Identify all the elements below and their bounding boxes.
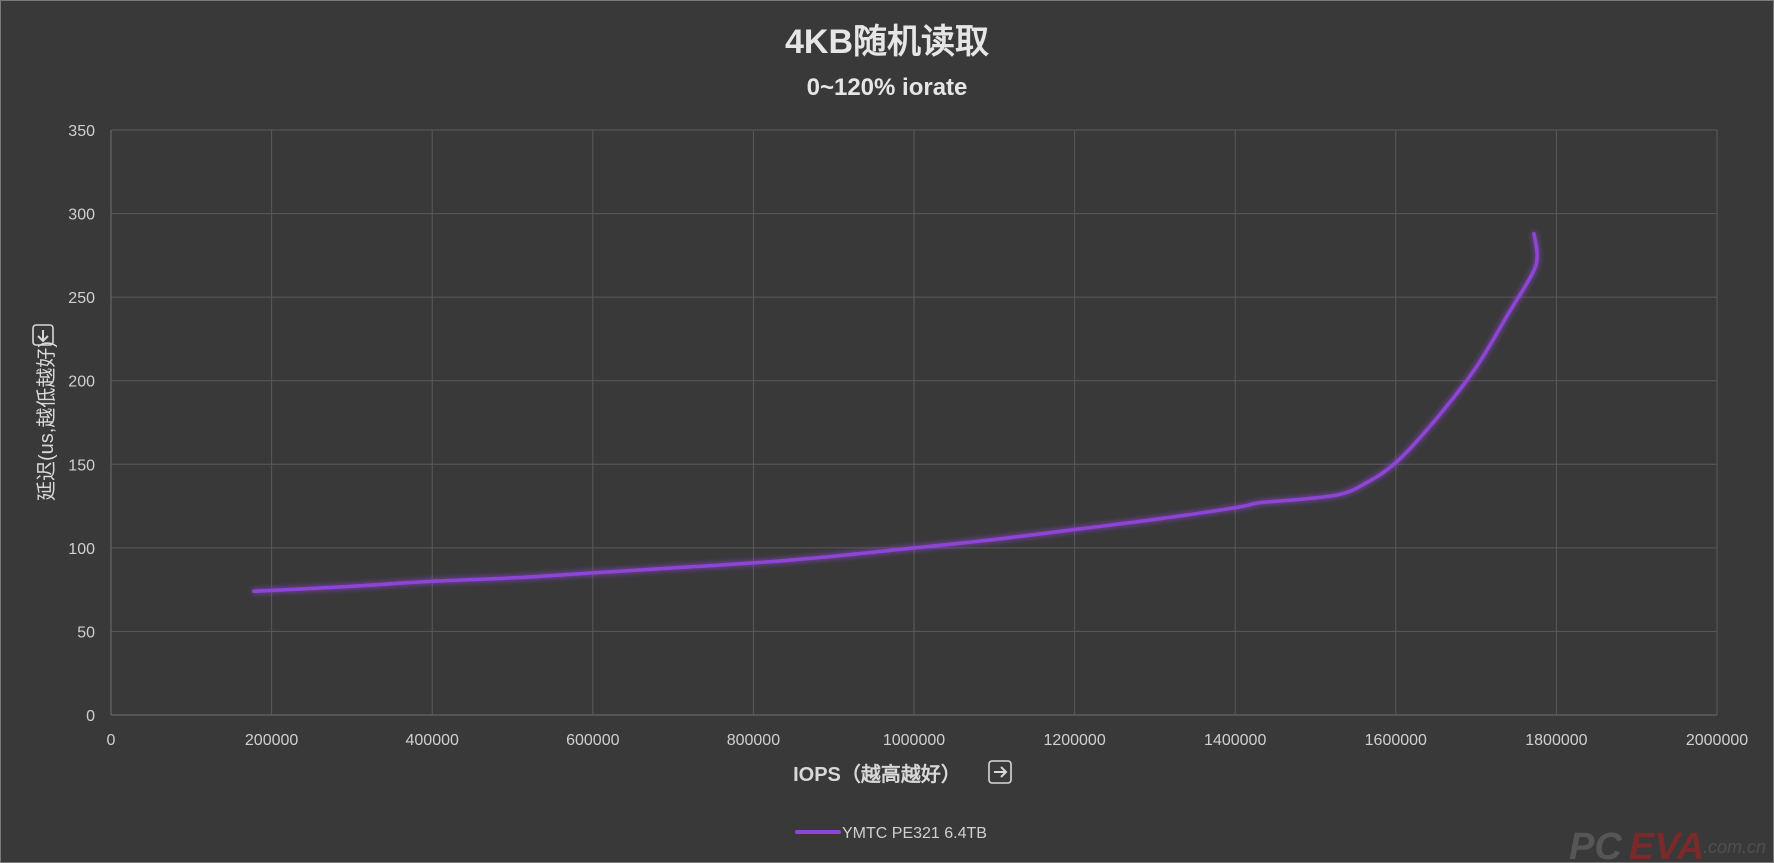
watermark-part3: .com.cn (1703, 837, 1766, 857)
right-arrow-icon (988, 760, 1012, 784)
y-tick-label: 250 (68, 290, 95, 307)
x-tick-label: 1000000 (883, 732, 945, 749)
x-axis-title: IOPS（越高越好） (793, 762, 961, 786)
y-tick-label: 300 (68, 207, 95, 224)
x-tick-label: 800000 (727, 732, 780, 749)
watermark-part2: EVA (1629, 826, 1704, 862)
x-tick-label: 1400000 (1204, 732, 1266, 749)
chart-title: 4KB随机读取 (785, 23, 989, 61)
grid-lines (110, 129, 1718, 716)
series-line (252, 231, 1539, 594)
x-tick-label: 600000 (566, 732, 619, 749)
y-tick-label: 200 (68, 374, 95, 391)
watermark-part1: PC (1569, 826, 1622, 862)
series-layer (252, 231, 1539, 594)
legend: YMTC PE321 6.4TB (795, 825, 987, 842)
y-tick-label: 50 (77, 624, 95, 641)
x-tick-label: 1600000 (1365, 732, 1427, 749)
down-arrow-icon (32, 324, 54, 346)
chart-subtitle: 0~120% iorate (807, 74, 968, 101)
x-tick-label: 1200000 (1043, 732, 1105, 749)
legend-entry: YMTC PE321 6.4TB (842, 825, 987, 842)
y-tick-label: 0 (86, 708, 95, 725)
x-axis-ticks: 0 200000 400000 600000 800000 1000000 1200000 1… (107, 732, 1749, 749)
y-axis-title: 延迟(us,越低越好) (35, 341, 58, 501)
y-tick-label: 350 (68, 123, 95, 140)
y-tick-label: 150 (68, 457, 95, 474)
x-tick-label: 400000 (406, 732, 459, 749)
x-tick-label: 1800000 (1525, 732, 1587, 749)
x-tick-label: 2000000 (1686, 732, 1748, 749)
x-tick-label: 200000 (245, 732, 298, 749)
y-axis-ticks: 0 50 100 150 200 250 300 350 (68, 123, 95, 725)
pceva-watermark-logo: PC EVA .com.cn (1569, 826, 1766, 863)
x-tick-label: 0 (107, 732, 116, 749)
y-tick-label: 100 (68, 541, 95, 558)
